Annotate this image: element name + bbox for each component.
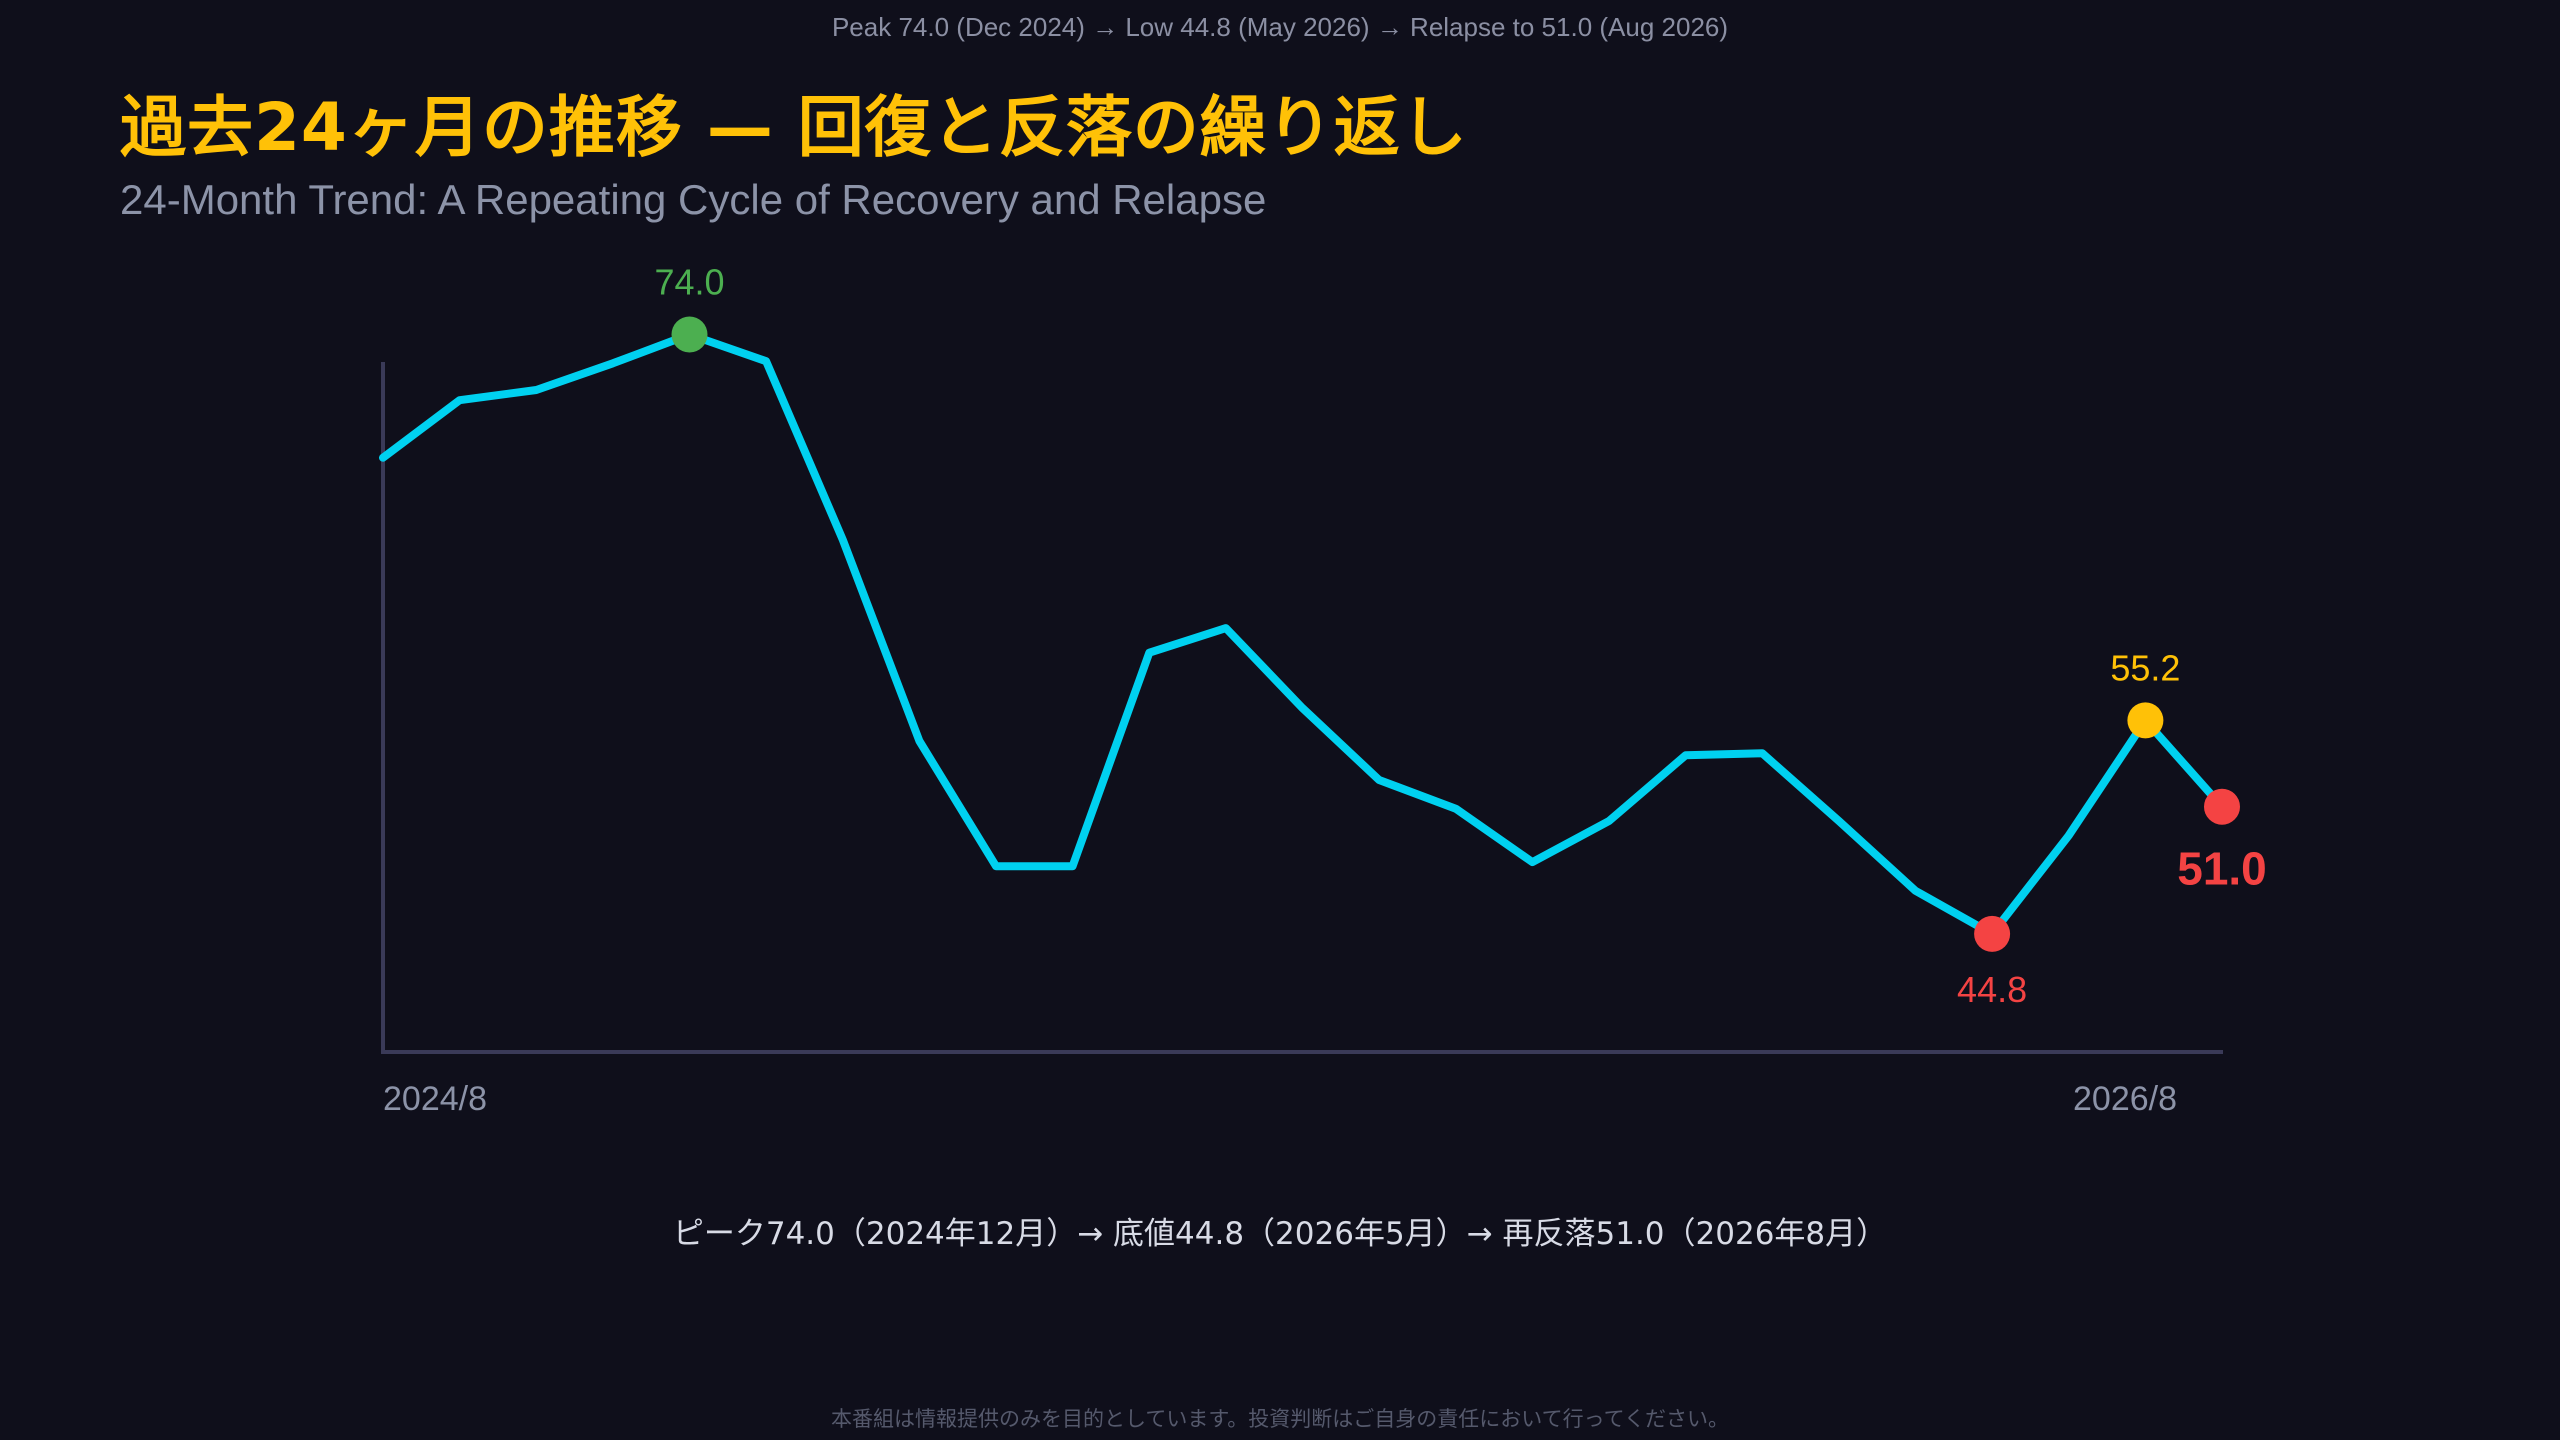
page-title: 過去24ヶ月の推移 — 回復と反落の繰り返し [120,89,1468,166]
latest-point [2204,788,2240,825]
rebound-data-label: 55.2 [2110,647,2180,688]
x-tick-label-start: 2024/8 [383,1080,487,1118]
x-tick-label-end: 2026/8 [2073,1080,2177,1118]
latest-data-label: 51.0 [2177,843,2267,895]
rebound-point [2127,702,2164,739]
top-caption: Peak 74.0 (Dec 2024) → Low 44.8 (May 202… [831,12,1729,42]
low-point [1974,915,2011,952]
disclaimer: 本番組は情報提供のみを目的としています。投資判断はご自身の責任において行ってくだ… [831,1407,1729,1431]
low-data-label: 44.8 [1957,969,2027,1010]
peak-data-label: 74.0 [654,262,724,303]
page-subtitle: 24-Month Trend: A Repeating Cycle of Rec… [120,176,1267,223]
peak-point [671,316,708,353]
summary-caption: ピーク74.0（2024年12月）→ 底値44.8（2026年5月）→ 再反落5… [672,1216,1888,1252]
series-line [379,330,2226,938]
highlight-points: 74.0 44.8 55.2 51.0 [654,262,2266,1010]
